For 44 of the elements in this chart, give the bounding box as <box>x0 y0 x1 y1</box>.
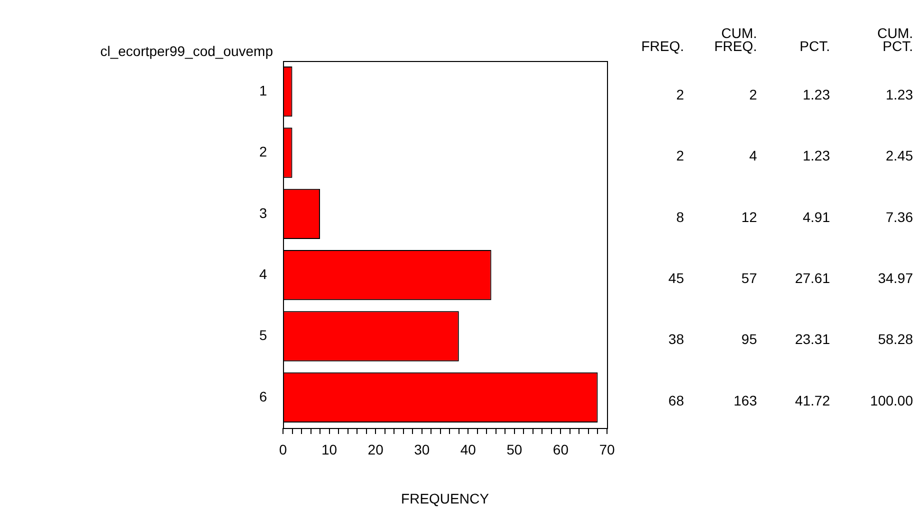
text: 4 <box>749 148 758 164</box>
text: 57 <box>741 270 758 286</box>
text: 23.31 <box>794 331 830 348</box>
text: FREQ. <box>641 38 684 54</box>
data-label: 2 <box>676 148 684 164</box>
text: 163 <box>734 392 758 408</box>
text: PCT. <box>800 38 830 54</box>
data-label: 38 <box>668 331 684 348</box>
x-axis-title: FREQUENCY <box>401 490 490 506</box>
text: 34.97 <box>878 270 914 286</box>
x-tick-label: 10 <box>321 441 338 458</box>
text: 27.61 <box>794 270 830 286</box>
text: 1.23 <box>886 86 914 102</box>
x-tick-label: 20 <box>368 441 384 458</box>
text: 100.00 <box>870 392 914 408</box>
text: 4.91 <box>802 208 830 225</box>
y-tick-label: 3 <box>259 204 268 221</box>
x-tick-label: 70 <box>599 441 615 458</box>
text: 2 <box>749 86 758 102</box>
text: CUM. FREQ. <box>714 25 757 54</box>
text: 95 <box>741 331 758 348</box>
text: 58.28 <box>878 331 914 348</box>
data-label: 2 <box>676 86 684 102</box>
text: CUM. PCT. <box>877 25 913 54</box>
text: 12 <box>741 208 758 225</box>
x-tick-label: 0 <box>279 441 288 458</box>
x-tick-label: 30 <box>414 441 430 458</box>
x-tick-label: 40 <box>460 441 476 458</box>
y-tick-label: 2 <box>259 144 268 160</box>
y-axis-title: cl_ecortper99_cod_ouvemp <box>100 42 274 59</box>
data-label: 45 <box>668 270 684 286</box>
x-tick-label: 50 <box>506 441 522 458</box>
y-tick-label: 5 <box>259 327 268 344</box>
x-tick-label: 60 <box>552 441 569 458</box>
y-tick-label: 6 <box>259 388 268 404</box>
text: 2.45 <box>886 148 914 164</box>
data-label: 68 <box>668 392 684 408</box>
text: 7.36 <box>886 208 914 225</box>
data-label: 8 <box>676 208 684 225</box>
y-tick-label: 4 <box>259 266 268 282</box>
text: 1.23 <box>802 148 830 164</box>
y-tick-label: 1 <box>259 82 268 98</box>
text: 41.72 <box>794 392 830 408</box>
text: 1.23 <box>802 86 830 102</box>
